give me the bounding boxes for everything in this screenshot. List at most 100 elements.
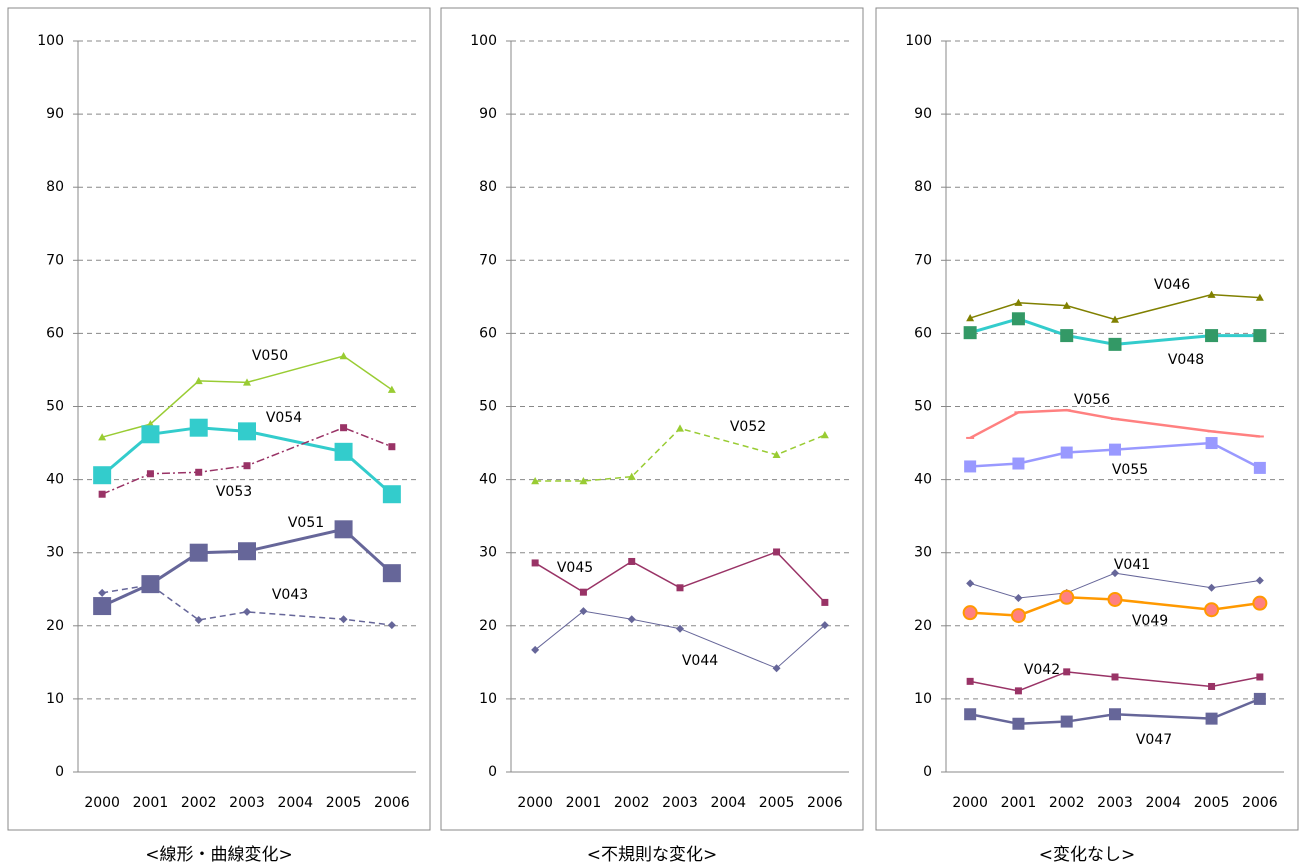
point	[1207, 583, 1216, 592]
series-label: V047	[1136, 732, 1172, 748]
point	[1253, 461, 1266, 474]
series-label: V055	[1112, 462, 1148, 478]
point	[1109, 708, 1121, 721]
panel-frame	[875, 7, 1299, 831]
x-tick-label: 2003	[662, 795, 698, 811]
x-tick-label: 2000	[517, 795, 553, 811]
y-tick-label: 0	[55, 764, 64, 780]
point	[1060, 446, 1073, 459]
point	[1207, 430, 1216, 433]
point	[334, 442, 353, 461]
point	[340, 424, 348, 432]
series-label: V044	[682, 653, 718, 669]
point	[387, 385, 396, 393]
y-tick-label: 60	[46, 325, 64, 341]
series-line	[101, 426, 393, 495]
point	[189, 543, 208, 562]
point	[93, 597, 112, 616]
x-tick-label: 2006	[1242, 795, 1278, 811]
point	[1252, 595, 1268, 611]
y-tick-label: 70	[479, 252, 497, 268]
series-line	[970, 596, 1261, 617]
series-line	[534, 610, 826, 669]
point	[243, 607, 251, 616]
point	[1014, 298, 1023, 306]
point	[628, 557, 636, 565]
x-tick-label: 2005	[759, 795, 795, 811]
point	[1108, 337, 1122, 351]
series-label: V042	[1024, 662, 1060, 678]
x-tick-label: 2001	[133, 795, 169, 811]
point	[195, 468, 203, 476]
y-tick-label: 20	[914, 618, 932, 634]
point	[966, 314, 975, 322]
point	[1111, 569, 1119, 578]
point	[194, 376, 203, 385]
point	[1012, 457, 1025, 470]
point	[1255, 435, 1264, 438]
point	[334, 520, 353, 539]
y-tick-label: 70	[46, 252, 64, 268]
series-label: V056	[1074, 392, 1110, 408]
y-tick-label: 70	[914, 252, 932, 268]
point	[772, 450, 781, 458]
point	[146, 580, 155, 589]
point	[1205, 329, 1219, 343]
point	[238, 542, 256, 561]
x-tick-label: 2003	[229, 795, 265, 811]
y-tick-label: 10	[479, 691, 497, 707]
series-label: V051	[288, 515, 324, 531]
point	[1014, 411, 1023, 414]
point	[1207, 290, 1216, 298]
point	[1011, 312, 1025, 326]
point	[1014, 687, 1022, 695]
point	[676, 624, 684, 633]
x-tick-label: 2004	[277, 795, 313, 811]
x-tick-label: 2000	[84, 795, 120, 811]
point	[1010, 608, 1026, 624]
point	[966, 579, 975, 588]
y-tick-label: 50	[914, 399, 932, 415]
y-tick-label: 0	[923, 764, 932, 780]
point	[1107, 591, 1123, 607]
y-tick-label: 60	[914, 325, 932, 341]
point	[1063, 668, 1071, 676]
y-tick-label: 40	[479, 472, 497, 488]
point	[189, 418, 208, 437]
x-tick-label: 2000	[952, 795, 988, 811]
point	[531, 477, 540, 485]
point	[676, 584, 684, 592]
series-label: V053	[216, 484, 252, 500]
y-tick-label: 10	[46, 691, 64, 707]
point	[194, 615, 203, 624]
point	[243, 378, 251, 386]
point	[382, 485, 401, 504]
caption: <変化なし>	[1039, 845, 1136, 865]
caption: <線形・曲線変化>	[145, 845, 293, 865]
point	[146, 470, 154, 478]
series-label: V050	[252, 348, 288, 364]
series-label: V054	[266, 410, 302, 426]
point	[388, 443, 396, 451]
point	[627, 472, 636, 480]
series-line	[969, 408, 1260, 440]
y-tick-label: 80	[914, 179, 932, 195]
point	[1256, 673, 1264, 681]
panel-frame	[7, 7, 431, 831]
series-label: V045	[557, 560, 593, 576]
point	[98, 588, 107, 597]
series-line	[101, 527, 393, 608]
point	[1255, 293, 1264, 301]
point	[1253, 692, 1266, 705]
point	[1062, 409, 1071, 412]
point	[98, 433, 107, 441]
x-tick-label: 2001	[1001, 795, 1037, 811]
y-tick-label: 100	[905, 33, 932, 49]
y-tick-label: 30	[479, 545, 497, 561]
series-line	[969, 317, 1260, 346]
y-tick-label: 90	[914, 106, 932, 122]
point	[964, 460, 977, 473]
y-tick-label: 80	[479, 179, 497, 195]
